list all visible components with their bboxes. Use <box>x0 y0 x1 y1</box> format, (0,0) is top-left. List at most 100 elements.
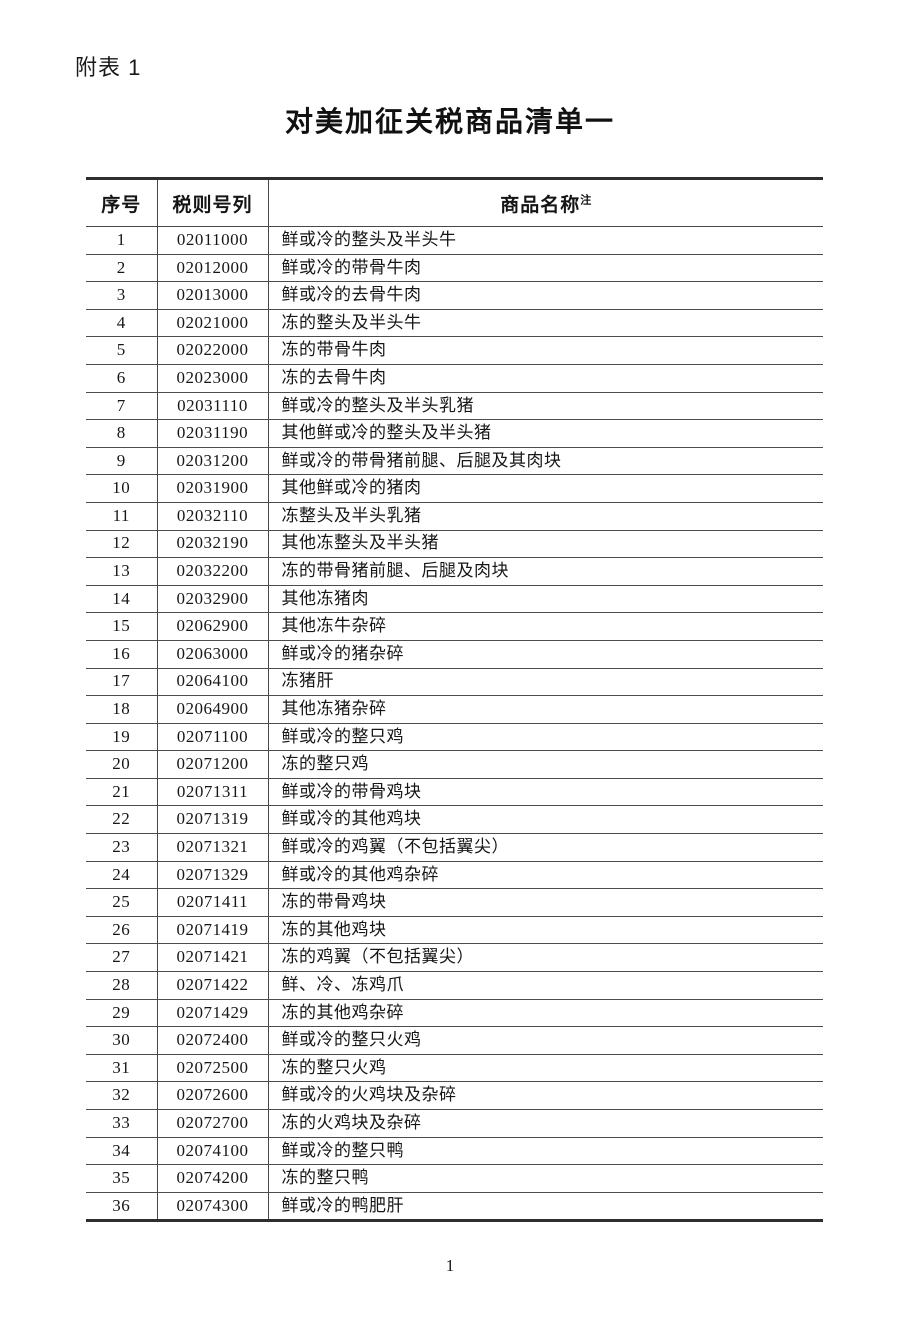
table-row: 4 02021000 冻的整头及半头牛 <box>86 309 823 338</box>
table-row: 10 02031900 其他鲜或冷的猪肉 <box>86 474 823 503</box>
table-row: 1 02011000 鲜或冷的整头及半头牛 <box>86 226 823 255</box>
row-index-cell: 35 <box>86 1164 157 1193</box>
page-number: 1 <box>445 1256 455 1275</box>
product-name-cell: 鲜或冷的其他鸡杂碎 <box>267 861 823 890</box>
column-header-tariff-code: 税则号列 <box>156 178 268 227</box>
tariff-table-container: 序号 税则号列 商品名称注 1 02011000 鲜或冷的整头及半头牛 2 020120… <box>86 177 823 1223</box>
product-name-cell: 鲜或冷的鸡翼（不包括翼尖） <box>267 833 823 862</box>
product-name-cell: 其他冻猪杂碎 <box>267 695 823 724</box>
row-index-cell: 22 <box>86 805 157 835</box>
row-index-cell: 16 <box>86 640 157 669</box>
tariff-code-cell: 02072700 <box>156 1109 268 1138</box>
tariff-code-cell: 02074200 <box>156 1164 268 1193</box>
tariff-code-cell: 02032200 <box>156 557 268 586</box>
table-row: 32 02072600 鲜或冷的火鸡块及杂碎 <box>86 1081 823 1110</box>
tariff-code-cell: 02031200 <box>156 447 268 476</box>
table-row: 19 02071100 鲜或冷的整只鸡 <box>86 723 823 752</box>
row-index-cell: 23 <box>86 833 157 862</box>
product-name-cell: 鲜、冷、冻鸡爪 <box>267 971 823 1000</box>
tariff-code-cell: 02072600 <box>156 1081 268 1110</box>
row-index-cell: 30 <box>86 1026 157 1055</box>
product-name-cell: 冻的其他鸡块 <box>267 916 823 945</box>
table-row: 26 02071419 冻的其他鸡块 <box>86 916 823 945</box>
row-index-cell: 9 <box>86 447 157 476</box>
table-row: 16 02063000 鲜或冷的猪杂碎 <box>86 640 823 669</box>
product-name-cell: 冻整头及半头乳猪 <box>267 502 823 531</box>
product-name-cell: 鲜或冷的带骨鸡块 <box>267 778 823 807</box>
row-index-cell: 27 <box>86 943 157 973</box>
table-header-row: 序号 税则号列 商品名称注 <box>86 178 823 227</box>
product-name-cell: 鲜或冷的整只鸡 <box>267 723 823 752</box>
product-name-cell: 其他冻整头及半头猪 <box>267 530 823 559</box>
row-index-cell: 19 <box>86 723 157 752</box>
column-header-index: 序号 <box>86 178 157 227</box>
tariff-code-cell: 02064100 <box>156 668 268 697</box>
product-name-cell: 鲜或冷的去骨牛肉 <box>267 281 823 310</box>
product-name-cell: 鲜或冷的整只火鸡 <box>267 1026 823 1055</box>
row-index-cell: 26 <box>86 916 157 945</box>
row-index-cell: 4 <box>86 309 157 338</box>
table-row: 21 02071311 鲜或冷的带骨鸡块 <box>86 778 823 807</box>
row-index-cell: 7 <box>86 392 157 421</box>
product-name-cell: 鲜或冷的整只鸭 <box>267 1137 823 1166</box>
row-index-cell: 32 <box>86 1081 157 1110</box>
row-index-cell: 28 <box>86 971 157 1000</box>
table-row: 35 02074200 冻的整只鸭 <box>86 1164 823 1193</box>
row-index-cell: 18 <box>86 695 157 724</box>
product-name-cell: 鲜或冷的带骨牛肉 <box>267 254 823 283</box>
product-name-cell: 鲜或冷的带骨猪前腿、后腿及其肉块 <box>267 447 823 476</box>
tariff-code-cell: 02032900 <box>156 585 268 614</box>
tariff-code-cell: 02072400 <box>156 1026 268 1055</box>
product-name-cell: 冻的去骨牛肉 <box>267 364 823 393</box>
tariff-code-cell: 02063000 <box>156 640 268 669</box>
table-row: 13 02032200 冻的带骨猪前腿、后腿及肉块 <box>86 557 823 586</box>
row-index-cell: 10 <box>86 474 157 503</box>
tariff-code-cell: 02071411 <box>156 888 268 917</box>
row-index-cell: 24 <box>86 861 157 890</box>
table-row: 11 02032110 冻整头及半头乳猪 <box>86 502 823 531</box>
tariff-code-cell: 02032110 <box>156 502 268 531</box>
product-name-cell: 鲜或冷的猪杂碎 <box>267 640 823 669</box>
tariff-code-cell: 02071100 <box>156 723 268 752</box>
table-row: 17 02064100 冻猪肝 <box>86 668 823 697</box>
row-index-cell: 15 <box>86 612 157 641</box>
tariff-code-cell: 02011000 <box>156 226 268 255</box>
row-index-cell: 12 <box>86 530 157 559</box>
table-row: 15 02062900 其他冻牛杂碎 <box>86 612 823 641</box>
row-index-cell: 11 <box>86 502 157 531</box>
tariff-code-cell: 02071421 <box>156 943 268 973</box>
table-row: 27 02071421 冻的鸡翼（不包括翼尖） <box>86 943 823 973</box>
product-name-cell: 冻的整只鸡 <box>267 750 823 779</box>
product-name-cell: 冻的整只火鸡 <box>267 1054 823 1083</box>
product-name-cell: 鲜或冷的其他鸡块 <box>267 805 823 835</box>
row-index-cell: 14 <box>86 585 157 614</box>
product-name-cell: 鲜或冷的鸭肥肝 <box>267 1192 823 1222</box>
attachment-label: 附表 1 <box>75 55 142 80</box>
page-title: 对美加征关税商品清单一 <box>284 106 615 137</box>
row-index-cell: 20 <box>86 750 157 779</box>
product-name-cell: 冻猪肝 <box>267 668 823 697</box>
column-header-product-name-label: 商品名称 <box>500 194 581 216</box>
table-row: 30 02072400 鲜或冷的整只火鸡 <box>86 1026 823 1055</box>
table-row: 9 02031200 鲜或冷的带骨猪前腿、后腿及其肉块 <box>86 447 823 476</box>
tariff-code-cell: 02022000 <box>156 336 268 365</box>
tariff-code-cell: 02071429 <box>156 999 268 1028</box>
tariff-code-cell: 02071321 <box>156 833 268 862</box>
row-index-cell: 6 <box>86 364 157 393</box>
tariff-code-cell: 02071419 <box>156 916 268 945</box>
tariff-code-cell: 02071200 <box>156 750 268 779</box>
tariff-code-cell: 02074300 <box>156 1192 268 1222</box>
table-row: 28 02071422 鲜、冷、冻鸡爪 <box>86 971 823 1000</box>
tariff-code-cell: 02071319 <box>156 805 268 835</box>
product-name-cell: 鲜或冷的火鸡块及杂碎 <box>267 1081 823 1110</box>
product-name-cell: 冻的整头及半头牛 <box>267 309 823 338</box>
table-row: 2 02012000 鲜或冷的带骨牛肉 <box>86 254 823 283</box>
table-row: 33 02072700 冻的火鸡块及杂碎 <box>86 1109 823 1138</box>
product-name-cell: 鲜或冷的整头及半头乳猪 <box>267 392 823 421</box>
row-index-cell: 2 <box>86 254 157 283</box>
column-header-product-name: 商品名称注 <box>267 178 823 227</box>
tariff-code-cell: 02071329 <box>156 861 268 890</box>
product-name-cell: 冻的带骨猪前腿、后腿及肉块 <box>267 557 823 586</box>
tariff-table: 序号 税则号列 商品名称注 1 02011000 鲜或冷的整头及半头牛 2 020120… <box>86 177 823 1223</box>
tariff-code-cell: 02071422 <box>156 971 268 1000</box>
